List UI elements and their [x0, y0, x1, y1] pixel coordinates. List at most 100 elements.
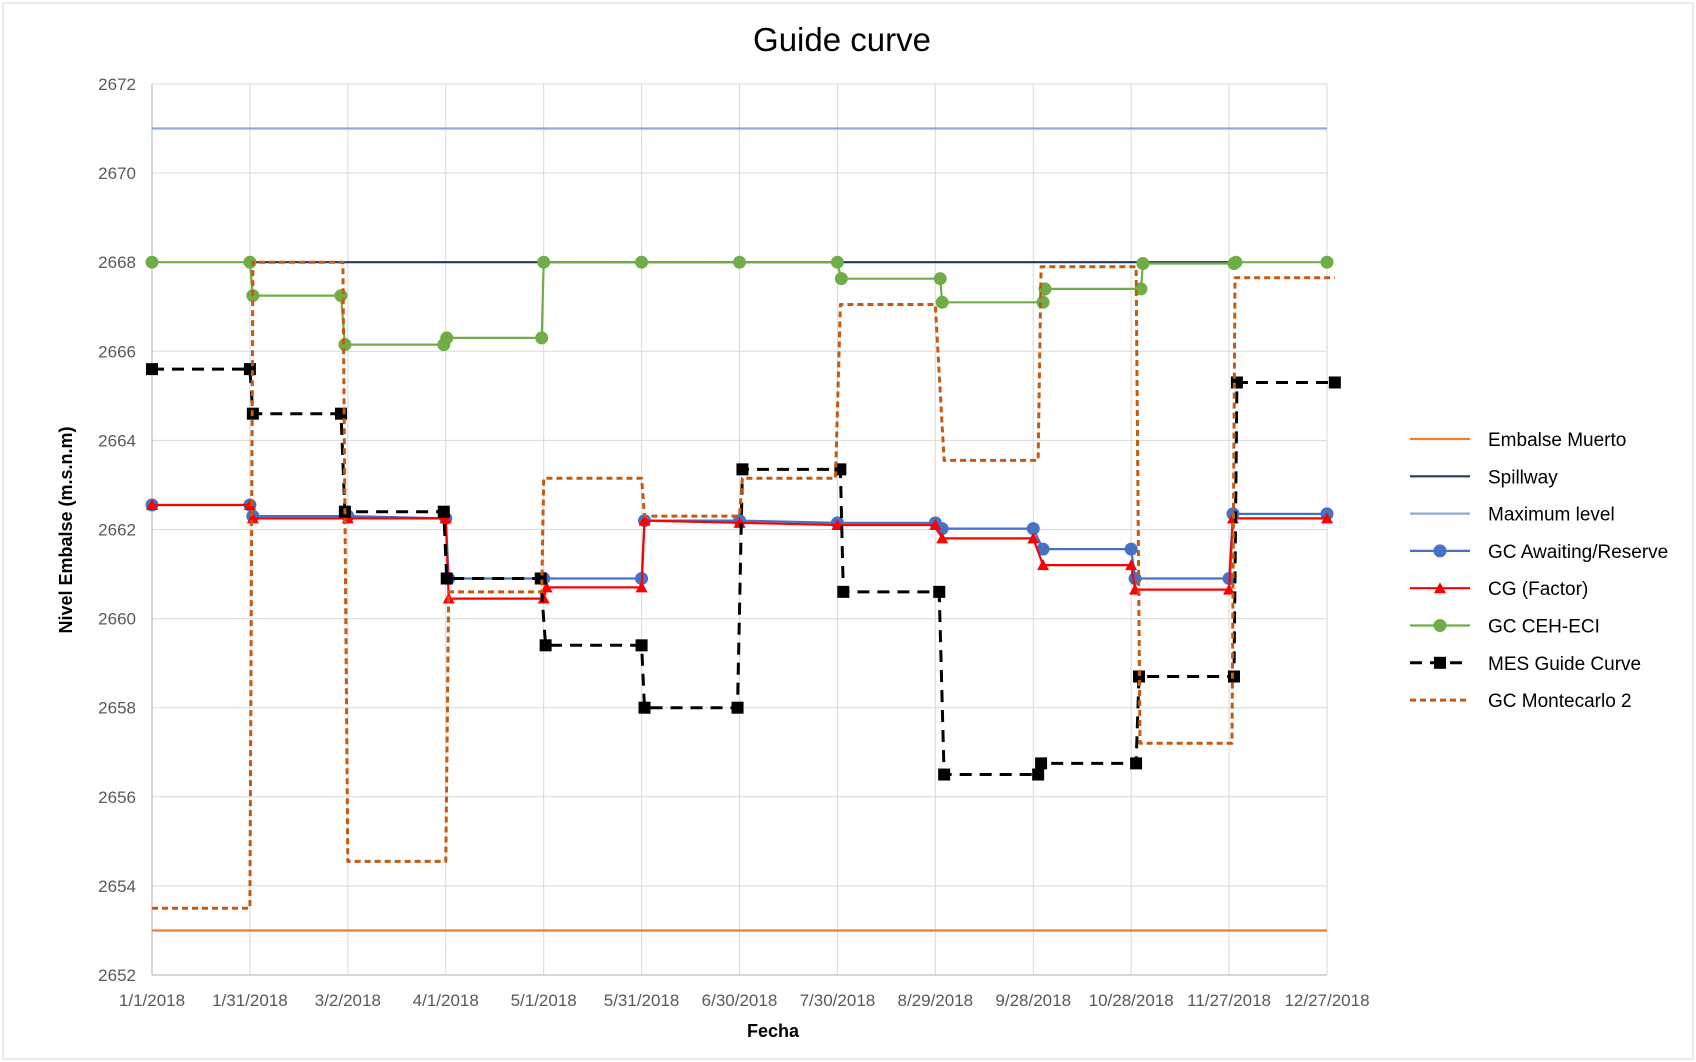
tick-labels: 2652 2654 2656 2658 2660 2662 2664 2666 2668 2670… [98, 75, 1369, 1010]
data-point-gc-ceh-eci [1134, 282, 1148, 296]
legend-marker-mes-guide-curve [1434, 656, 1446, 669]
data-point-gc-ceh-eci [535, 331, 549, 345]
y-tick-label: 2658 [98, 699, 136, 718]
data-point-cg-factor [1321, 512, 1333, 524]
data-point-mes-guide-curve [1032, 768, 1045, 781]
legend-label-gc-ceh-eci: GC CEH-ECI [1488, 617, 1600, 638]
legend-marker-cg-factor [1434, 582, 1446, 594]
data-point-cg-factor [1037, 559, 1050, 571]
data-point-mes-guide-curve [1130, 757, 1143, 770]
series-line-gc-montecarlo-2 [152, 260, 1335, 910]
y-axis-title: Nivel Embalse (m.s.n.m) [56, 426, 76, 633]
data-point-cg-factor [929, 519, 942, 531]
series-mes-guide-curve [146, 363, 1341, 781]
data-point-mes-guide-curve [1328, 376, 1341, 389]
data-point-cg-factor [1027, 532, 1040, 544]
legend: Embalse Muerto Spillway Maximum level GC Aw… [1410, 430, 1668, 712]
data-point-mes-guide-curve [933, 585, 946, 598]
y-tick-label: 2668 [98, 253, 136, 272]
x-tick-label: 12/27/2018 [1284, 991, 1369, 1010]
data-point-mes-guide-curve [834, 463, 847, 476]
x-tick-label: 3/2/2018 [315, 991, 381, 1010]
legend-label-gc-awaiting-reserve: GC Awaiting/Reserve [1488, 542, 1668, 563]
x-tick-label: 11/27/2018 [1187, 991, 1271, 1010]
data-point-mes-guide-curve [1230, 376, 1243, 389]
data-point-cg-factor [1223, 583, 1236, 595]
data-point-gc-ceh-eci [1036, 295, 1050, 309]
data-point-gc-ceh-eci [830, 255, 844, 269]
data-point-mes-guide-curve [243, 363, 256, 376]
data-point-mes-guide-curve [1227, 670, 1240, 683]
legend-label-gc-montecarlo-2: GC Montecarlo 2 [1488, 691, 1632, 712]
data-point-mes-guide-curve [440, 572, 453, 585]
data-point-cg-factor [638, 514, 651, 526]
x-tick-label: 1/1/2018 [119, 991, 185, 1010]
data-point-mes-guide-curve [1133, 670, 1145, 683]
data-point-mes-guide-curve [638, 701, 651, 714]
series-gc-ceh-eci [145, 255, 1334, 352]
y-tick-label: 2672 [98, 75, 136, 94]
data-point-mes-guide-curve [534, 572, 547, 585]
series-gc-montecarlo-2 [152, 260, 1335, 910]
data-point-mes-guide-curve [837, 585, 850, 598]
y-tick-label: 2670 [98, 164, 136, 183]
data-point-cg-factor [936, 532, 949, 544]
data-point-gc-ceh-eci [635, 255, 649, 269]
x-tick-label: 6/30/2018 [702, 991, 778, 1010]
legend-item-embalse-muerto: Embalse Muerto [1410, 430, 1626, 451]
data-point-gc-ceh-eci [537, 255, 551, 269]
data-point-cg-factor [1125, 559, 1138, 571]
legend-marker-gc-ceh-eci [1433, 619, 1447, 632]
x-tick-label: 9/28/2018 [995, 991, 1071, 1010]
data-point-mes-guide-curve [731, 701, 744, 714]
data-point-mes-guide-curve [1035, 757, 1048, 770]
y-tick-label: 2652 [98, 966, 136, 985]
data-point-gc-ceh-eci [145, 255, 159, 269]
data-point-gc-ceh-eci [935, 295, 949, 309]
x-tick-label: 8/29/2018 [898, 991, 974, 1010]
x-tick-label: 10/28/2018 [1089, 991, 1174, 1010]
legend-item-gc-ceh-eci: GC CEH-ECI [1410, 617, 1600, 638]
x-tick-label: 5/1/2018 [511, 991, 577, 1010]
series-cg-factor [146, 498, 1333, 604]
x-axis-title: Fecha [747, 1021, 800, 1041]
y-tick-label: 2654 [98, 877, 136, 896]
legend-label-spillway: Spillway [1488, 467, 1558, 488]
data-point-mes-guide-curve [437, 505, 450, 518]
data-point-gc-ceh-eci [933, 272, 947, 286]
chart-title: Guide curve [753, 21, 931, 58]
data-point-cg-factor [537, 592, 550, 604]
data-point-gc-ceh-eci [1320, 255, 1334, 269]
data-point-cg-factor [246, 512, 259, 524]
data-point-cg-factor [146, 498, 158, 510]
plot-series [145, 127, 1341, 932]
data-point-gc-ceh-eci [1229, 255, 1243, 269]
legend-item-mes-guide-curve: MES Guide Curve [1410, 654, 1641, 675]
legend-item-cg-factor: CG (Factor) [1410, 579, 1588, 600]
legend-item-gc-montecarlo-2: GC Montecarlo 2 [1410, 691, 1632, 712]
legend-item-spillway: Spillway [1410, 467, 1558, 488]
data-point-cg-factor [540, 581, 553, 593]
data-point-mes-guide-curve [635, 639, 648, 652]
legend-label-maximum-level: Maximum level [1488, 505, 1615, 526]
y-tick-label: 2662 [98, 521, 136, 540]
data-point-gc-ceh-eci [834, 272, 848, 286]
data-point-gc-ceh-eci [1136, 257, 1150, 271]
series-line-mes-guide-curve [152, 367, 1335, 776]
x-tick-label: 7/30/2018 [800, 991, 876, 1010]
legend-item-gc-awaiting-reserve: GC Awaiting/Reserve [1410, 542, 1668, 563]
data-point-cg-factor [243, 498, 256, 510]
x-tick-label: 5/31/2018 [604, 991, 680, 1010]
data-point-mes-guide-curve [736, 463, 749, 476]
data-point-gc-ceh-eci [733, 255, 746, 269]
y-tick-label: 2660 [98, 610, 136, 629]
y-tick-label: 2664 [98, 431, 136, 450]
data-point-cg-factor [635, 581, 648, 593]
data-point-mes-guide-curve [146, 363, 158, 376]
data-point-gc-ceh-eci [440, 331, 454, 345]
legend-label-cg-factor: CG (Factor) [1488, 579, 1588, 600]
y-tick-label: 2666 [98, 342, 136, 361]
data-point-gc-ceh-eci [334, 289, 348, 303]
